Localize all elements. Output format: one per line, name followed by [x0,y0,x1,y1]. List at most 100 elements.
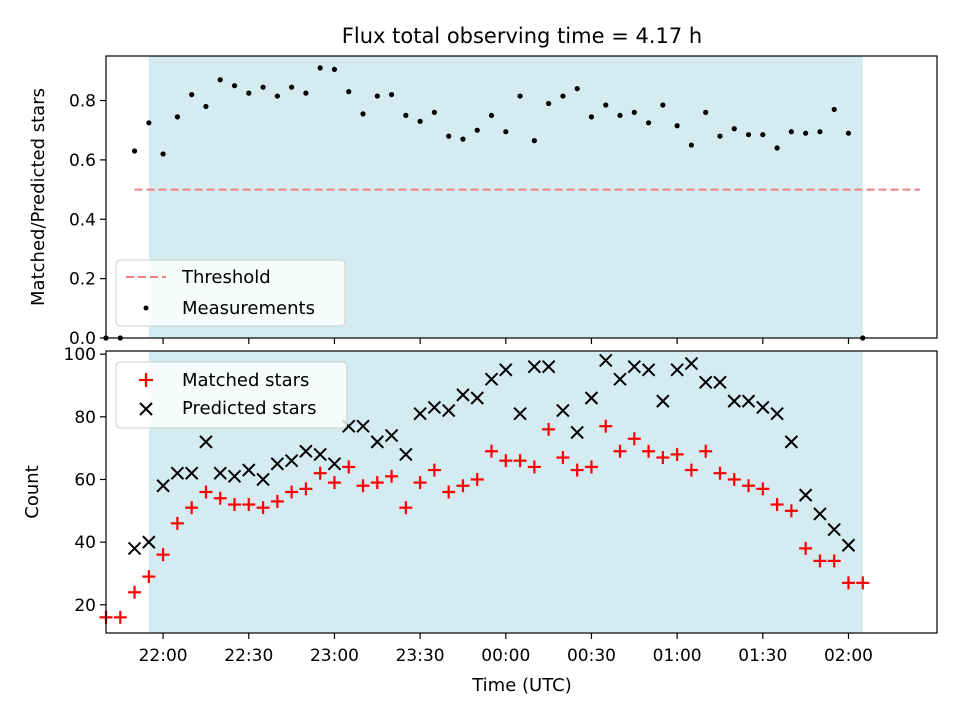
measurement-point [688,142,695,148]
matched-star-point [542,422,556,436]
predicted-star-point [513,406,527,421]
matched-star-point [713,466,727,480]
measurement-point [660,102,666,108]
predicted-star-point [499,363,513,377]
matched-star-point [642,444,656,458]
matched-star-point [813,554,827,568]
x-tick-label: 23:30 [396,646,445,666]
predicted-star-point [356,419,370,433]
predicted-star-point [484,372,499,386]
predicted-star-point [784,435,799,449]
measurement-point [517,93,523,99]
top-y-tick-label: 0.8 [69,92,96,112]
legend-measurements-swatch [143,305,149,311]
matched-star-point [485,444,499,458]
matched-star-point [784,504,798,518]
predicted-star-point [713,375,727,390]
matched-star-point [670,447,684,461]
predicted-star-point [327,457,342,471]
measurement-point [217,77,223,83]
top-y-axis: 0.0 0.2 0.4 0.6 0.8 [69,92,106,349]
x-tick-label: 01:30 [738,646,787,666]
matched-star-point [470,472,484,486]
predicted-star-point [127,541,142,556]
matched-star-point [756,482,770,496]
measurement-point [817,129,823,135]
predicted-star-point [370,435,384,449]
top-legend-box [115,259,346,327]
legend-threshold-label: Threshold [181,267,271,288]
bottom-y-label: Count [22,465,43,518]
measurement-point [246,90,252,96]
predicted-star-point [627,359,642,374]
measurement-point [388,91,395,98]
matched-star-point [727,472,741,486]
measurement-point [274,93,280,99]
matched-star-point [770,498,784,512]
predicted-star-point [527,359,542,374]
bottom-panel: 20 40 60 80 100 22:00 22:30 23:00 23:30 00:00 00:… [22,345,938,696]
matched-star-point [427,463,441,477]
measurement-point [760,132,766,138]
matched-star-point [199,485,213,499]
matched-star-point [270,494,284,508]
measurement-point [303,90,309,96]
measurement-point [174,114,180,120]
bottom-legend: Matched stars Predicted stars [115,361,348,429]
matched-star-point [327,476,341,490]
matched-star-point [170,516,184,530]
predicted-star-point [456,388,470,402]
measurement-point [603,102,609,108]
x-tick-label: 00:30 [567,646,616,666]
matched-star-point [156,548,170,562]
measurement-point [131,148,138,154]
matched-star-point [385,469,399,483]
bottom-y-tick-label: 60 [74,470,96,490]
matched-star-point [556,451,570,465]
measurement-point [831,106,837,113]
predicted-star-point [684,356,699,371]
x-axis-label: Time (UTC) [471,675,572,696]
measurement-point [431,109,438,115]
predicted-star-point [656,394,670,408]
predicted-star-point [727,394,741,408]
measurement-point [460,136,466,142]
x-tick-label: 22:30 [224,646,273,666]
measurement-point [631,109,637,115]
matched-star-point [570,463,584,477]
top-legend: Threshold Measurements [115,259,346,327]
top-y-tick-label: 0.0 [69,329,96,349]
bottom-points [99,353,870,624]
measurement-point [645,120,652,126]
matched-star-point [799,541,813,555]
measurement-point [331,66,338,72]
legend-predicted-swatch [139,402,153,416]
predicted-star-point [184,466,199,480]
predicted-star-point [199,435,213,449]
matched-star-point [128,585,142,599]
top-x-ticks [162,338,850,344]
top-y-label: Matched/Predicted stars [28,88,49,306]
predicted-star-point [756,400,770,415]
matched-star-point [627,432,641,446]
top-y-tick-label: 0.4 [69,210,96,230]
matched-star-point [256,501,270,515]
measurement-point [189,91,195,98]
measurement-point [231,83,238,89]
matched-star-point [613,444,627,458]
predicted-star-point [256,472,270,487]
predicted-star-point [399,447,413,462]
matched-star-point [684,463,698,477]
predicted-star-point [841,538,856,552]
measurement-point [289,84,295,90]
measurement-point [674,123,680,129]
measurement-point [346,89,352,95]
measurement-point [774,145,780,151]
measurement-point [531,138,537,144]
x-tick-label: 00:00 [481,646,530,666]
bottom-plot-frame [105,350,938,634]
matched-star-point [299,482,313,496]
matched-star-point [342,460,356,474]
predicted-star-point [142,535,156,549]
